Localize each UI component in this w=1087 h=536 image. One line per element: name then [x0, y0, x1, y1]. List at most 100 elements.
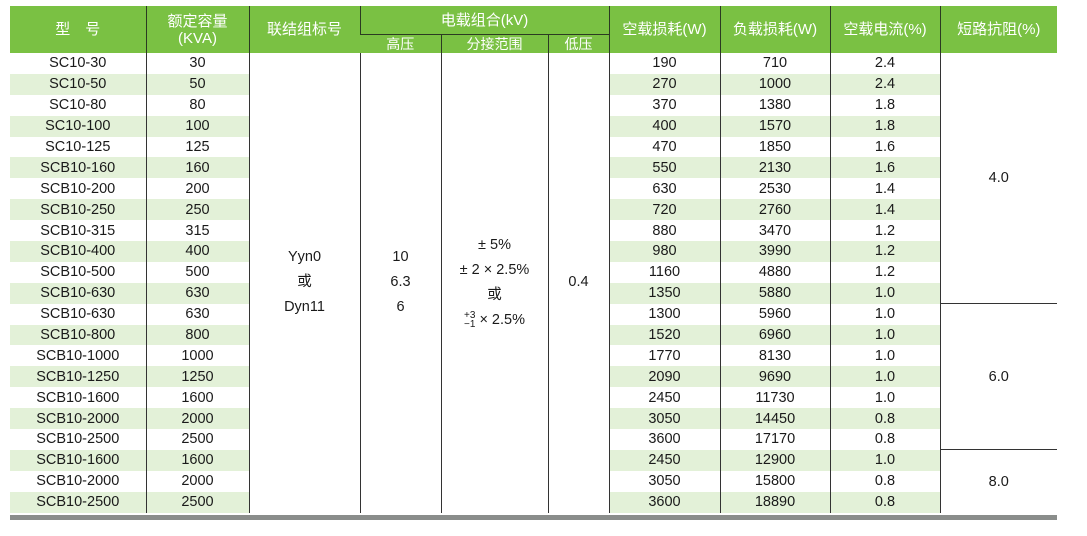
- table-row: SCB10-1000 1000 1770 8130 1.0: [10, 345, 1057, 367]
- cell-load-loss: 710: [719, 53, 830, 74]
- cell-model: SCB10-250: [10, 199, 146, 221]
- cell-no-load-current: 1.8: [829, 94, 940, 116]
- cell-capacity: 2500: [145, 491, 249, 513]
- table-row: SCB10-250 250 720 2760 1.4: [10, 199, 1057, 221]
- cell-capacity: 2000: [145, 408, 249, 430]
- cell-capacity: 500: [145, 261, 249, 283]
- table-row: SCB10-500 500 1160 4880 1.2: [10, 261, 1057, 283]
- cell-load-loss: 6960: [719, 324, 830, 346]
- cell-no-load-loss: 400: [608, 115, 720, 137]
- cell-load-loss: 15800: [719, 470, 830, 492]
- cell-no-load-current: 1.0: [829, 366, 940, 388]
- cell-capacity: 630: [145, 303, 249, 325]
- cell-impedance: 8.0: [939, 449, 1057, 513]
- cell-no-load-loss: 630: [608, 178, 720, 200]
- cell-tap-range: ± 5% ± 2 × 2.5% 或 +3 −1 × 2.5%: [440, 53, 548, 513]
- table-row: SCB10-400 400 980 3990 1.2: [10, 241, 1057, 262]
- cell-no-load-loss: 550: [608, 157, 720, 179]
- cell-model: SCB10-1600: [10, 449, 146, 471]
- table-row: SCB10-800 800 1520 6960 1.0: [10, 324, 1057, 346]
- cell-load-loss: 4880: [719, 261, 830, 283]
- tap-1: ± 5%: [478, 236, 511, 253]
- cell-capacity: 1600: [145, 387, 249, 409]
- cell-model: SCB10-2000: [36, 473, 120, 490]
- header-capacity: 额定容量 (KVA): [145, 6, 249, 53]
- table-row: SC10-80 80 370 1380 1.8: [10, 94, 1057, 116]
- connection-2: Dyn11: [284, 299, 325, 316]
- cell-no-load-current: 1.2: [829, 241, 940, 262]
- cell-model: SC10-100: [10, 115, 146, 137]
- table-row: SCB10-200 200 630 2530 1.4: [10, 178, 1057, 200]
- tap-sub: −1: [464, 318, 476, 330]
- cell-load-loss: 18890: [719, 491, 830, 513]
- tap-sup: +3: [464, 309, 476, 321]
- cell-no-load-loss: 3050: [608, 408, 720, 430]
- cell-capacity: 80: [145, 94, 249, 116]
- cell-model: SCB10-400: [10, 241, 146, 262]
- cell-impedance: 6.0: [939, 303, 1057, 450]
- cell-load-loss: 17170: [719, 429, 830, 450]
- cell-load-loss: 1850: [719, 136, 830, 158]
- cell-no-load-loss: 1300: [608, 303, 720, 325]
- cell-model: SC10-125: [45, 139, 111, 155]
- cell-capacity: 50: [145, 73, 249, 95]
- table-row: SC10-100 100 400 1570 1.8: [10, 115, 1057, 137]
- header-model: 型 号: [10, 6, 146, 53]
- cell-model: SCB10-630: [10, 282, 146, 304]
- cell-capacity: 400: [145, 241, 249, 262]
- cell-capacity: 100: [145, 115, 249, 137]
- cell-capacity: 125: [145, 136, 249, 158]
- table-row: SC10-30 30 Yyn0 或 Dyn11 10 6.3 6 ± 5% ± 2 × 2.5% 或…: [10, 53, 1057, 513]
- header-voltage-group: 电载组合(kV): [359, 6, 609, 35]
- cell-no-load-loss: 1520: [608, 324, 720, 346]
- cell-no-load-current: 0.8: [829, 408, 940, 430]
- cell-load-loss: 2130: [719, 157, 830, 179]
- cell-no-load-current: 1.0: [829, 303, 940, 325]
- connection-1: Yyn0: [287, 249, 322, 266]
- table-row: SCB10-315 315 880 3470 1.2: [10, 220, 1057, 242]
- cell-no-load-loss: 370: [608, 94, 720, 116]
- cell-capacity: 200: [145, 178, 249, 200]
- cell-capacity: 2000: [145, 470, 249, 492]
- table-row: SCB10-1250 1250 2090 9690 1.0: [10, 366, 1057, 388]
- cell-no-load-current: 1.0: [829, 387, 940, 409]
- header-load-loss: 负载损耗(W): [719, 6, 830, 53]
- cell-model: SCB10-500: [40, 264, 116, 281]
- cell-load-loss: 3470: [719, 220, 830, 242]
- cell-load-loss: 9690: [719, 366, 830, 388]
- table-row: SC10-50 50 270 1000 2.4: [10, 73, 1057, 95]
- table-row: SCB10-160 160 550 2130 1.6: [10, 157, 1057, 179]
- hv-3: 6: [396, 299, 405, 316]
- header-high-voltage: 高压: [360, 34, 441, 53]
- cell-load-loss: 12900: [719, 449, 830, 471]
- cell-load-loss: 2760: [719, 199, 830, 221]
- cell-no-load-loss: 720: [608, 199, 720, 221]
- cell-model: SCB10-1000: [36, 347, 120, 364]
- cell-no-load-current: 1.0: [829, 324, 940, 346]
- cell-capacity: 160: [145, 157, 249, 179]
- cell-load-loss: 8130: [719, 345, 830, 367]
- cell-model: SCB10-630: [40, 306, 116, 323]
- cell-no-load-current: 1.6: [829, 136, 940, 158]
- header-capacity-unit: (KVA): [178, 29, 217, 47]
- cell-no-load-current: 1.0: [829, 345, 940, 367]
- cell-capacity: 315: [145, 220, 249, 242]
- cell-capacity: 800: [145, 324, 249, 346]
- table-row: SCB10-630 630 1350 5880 1.0: [10, 282, 1057, 304]
- cell-load-loss: 1570: [719, 115, 830, 137]
- cell-no-load-current: 1.4: [829, 199, 940, 221]
- cell-no-load-loss: 190: [608, 53, 720, 74]
- cell-no-load-loss: 1770: [608, 345, 720, 367]
- cell-no-load-current: 2.4: [829, 73, 940, 95]
- cell-no-load-loss: 880: [608, 220, 720, 242]
- cell-capacity: 1000: [145, 345, 249, 367]
- cell-model: SCB10-1250: [10, 366, 146, 388]
- tap-or: 或: [487, 286, 502, 303]
- cell-low-voltage: 0.4: [547, 53, 609, 513]
- cell-no-load-current: 1.8: [829, 115, 940, 137]
- cell-no-load-loss: 1160: [608, 261, 720, 283]
- table-row: SCB10-2500 2500 3600 18890 0.8: [10, 491, 1057, 513]
- header-connection: 联结组标号: [248, 6, 360, 53]
- hv-1: 10: [392, 249, 409, 266]
- cell-no-load-loss: 470: [608, 136, 720, 158]
